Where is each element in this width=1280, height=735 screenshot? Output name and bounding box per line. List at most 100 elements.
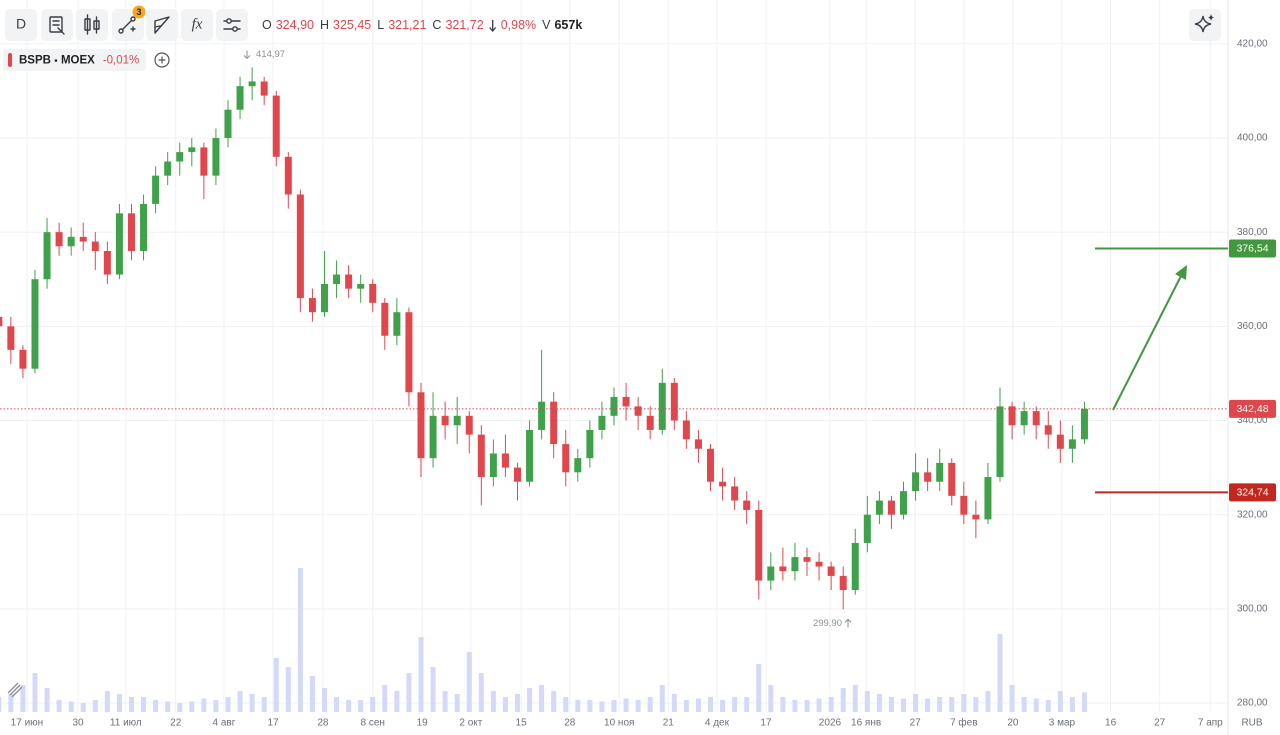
candle-body <box>357 283 365 289</box>
volume-bar <box>1009 685 1015 712</box>
level-box <box>1229 483 1276 502</box>
ohlc-key: O <box>262 18 272 32</box>
drawing-tools-toggle[interactable] <box>7 682 23 698</box>
candle-body <box>345 274 353 289</box>
volume-bar <box>358 700 364 712</box>
candle-body <box>405 312 413 393</box>
candle-body <box>574 458 582 473</box>
candle-body <box>429 415 437 459</box>
y-tick-label: 340,00 <box>1237 415 1268 426</box>
candle-body <box>19 349 27 369</box>
candle-body <box>646 415 654 430</box>
volume-bar <box>1045 700 1051 712</box>
volume-bar <box>864 691 870 712</box>
chart-type-button[interactable] <box>76 9 108 41</box>
y-tick-label: 300,00 <box>1237 604 1268 615</box>
arrow-line <box>1112 271 1184 411</box>
trend-arrow <box>1112 265 1187 411</box>
candle-body <box>707 448 715 482</box>
candle-body <box>1020 411 1028 426</box>
volume-bar <box>177 703 183 712</box>
candle-body <box>682 420 690 440</box>
candle-body <box>610 396 618 416</box>
candle-body <box>851 542 859 591</box>
candle-body <box>164 161 172 176</box>
settings-button[interactable] <box>216 9 248 41</box>
candle-body <box>562 444 570 473</box>
icon-fx: fx <box>192 16 203 32</box>
x-tick-label: 2026 <box>819 718 842 729</box>
candle-body <box>634 406 642 416</box>
annotation-arrow <box>844 618 852 628</box>
volume-bar <box>297 568 303 712</box>
volume-bar <box>44 688 50 712</box>
x-tick-label: 20 <box>1007 718 1019 729</box>
candle-body <box>550 401 558 445</box>
candle-body <box>152 175 160 204</box>
candle-body <box>224 109 232 138</box>
add-button[interactable] <box>154 52 170 68</box>
candle-body <box>658 382 666 430</box>
interval: D <box>16 16 26 32</box>
candle-body <box>622 396 630 407</box>
volume-bar <box>442 691 448 712</box>
x-tick-label: 19 <box>417 718 429 729</box>
ohlc-key: C <box>432 18 441 32</box>
candle-body <box>381 302 389 336</box>
volume-bar <box>671 694 677 712</box>
volume-bar <box>201 698 207 712</box>
candle-body <box>79 236 87 242</box>
candle-body <box>803 557 811 562</box>
candle-body <box>284 156 292 195</box>
candle-body <box>369 283 377 303</box>
volume-bar <box>502 697 508 712</box>
volume-bar <box>128 697 134 712</box>
x-tick-label: 17 <box>267 718 279 729</box>
ai-button[interactable] <box>1189 9 1221 41</box>
x-tick-label: 16 янв <box>851 718 881 729</box>
candle-body <box>296 194 304 299</box>
candle-body <box>67 236 75 247</box>
candle-body <box>598 415 606 430</box>
volume-bar <box>575 700 581 712</box>
annotation-label: 299,90 <box>813 618 842 629</box>
arrow-head <box>1175 265 1187 280</box>
interval-button[interactable] <box>5 9 37 41</box>
volume-bar <box>720 700 726 712</box>
candle-body <box>1044 425 1052 435</box>
candle-body <box>43 232 51 280</box>
volume-bar <box>116 694 122 712</box>
candle-body <box>960 495 968 515</box>
candle-body <box>719 481 727 487</box>
candle-body <box>755 509 763 581</box>
volume-bar <box>780 697 786 712</box>
volume-bar <box>165 701 171 712</box>
volume-bar <box>418 637 424 712</box>
volume-bar <box>623 698 629 712</box>
volume-bar <box>539 685 545 712</box>
y-tick-label: 360,00 <box>1237 321 1268 332</box>
volume-bar <box>695 698 701 712</box>
ohlc-key: L <box>377 18 384 32</box>
candle-body <box>863 514 871 543</box>
x-tick-label: 30 <box>72 718 84 729</box>
volume-bar <box>20 685 26 712</box>
volume-bar <box>261 697 267 712</box>
volume-bar <box>1033 698 1039 712</box>
candle-body <box>1080 408 1088 440</box>
volume-bar <box>527 688 533 712</box>
candle-body <box>972 514 980 520</box>
volume-bar <box>56 700 62 712</box>
change-arrow <box>489 20 497 32</box>
candle-body <box>453 415 461 426</box>
volume-bar <box>840 688 846 712</box>
volume-bar <box>153 700 159 712</box>
volume-bar <box>394 691 400 712</box>
candle-body <box>212 137 220 176</box>
function-button[interactable] <box>181 9 213 41</box>
icon-sparkle-small <box>1208 14 1214 21</box>
x-tick-label: 27 <box>910 718 922 729</box>
candle-body <box>779 566 787 572</box>
ohlc-value: 325,45 <box>333 18 371 32</box>
